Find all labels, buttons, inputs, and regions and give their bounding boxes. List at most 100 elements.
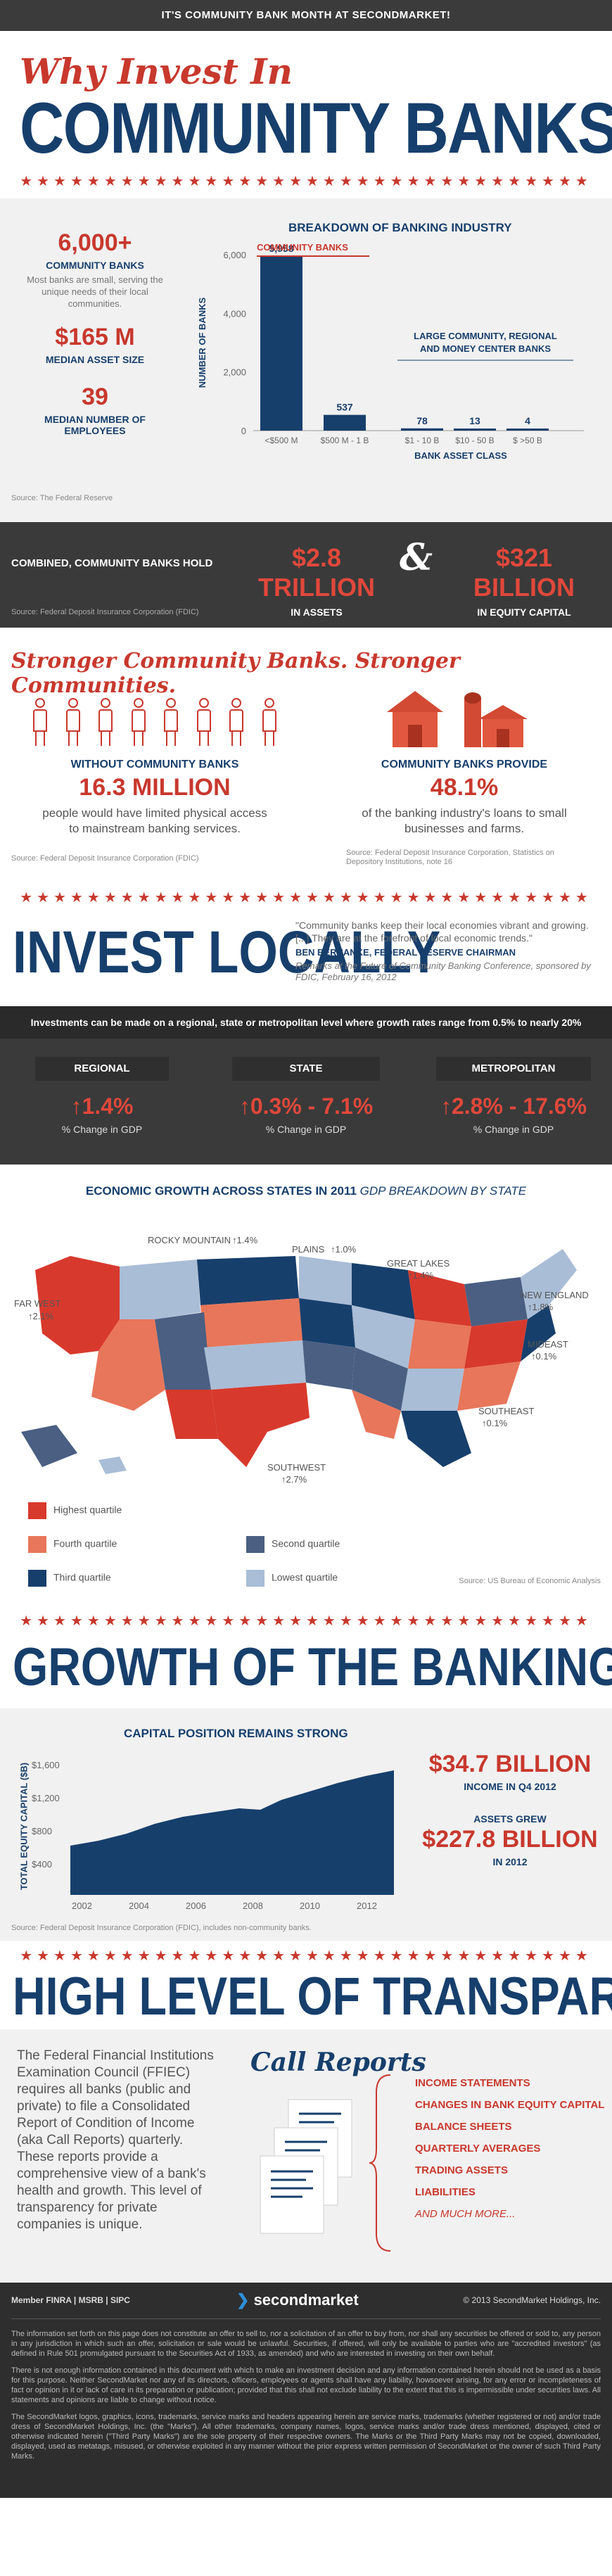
growth-header: GROWTH OF THE BANKING INDUSTRY: [0, 1631, 612, 1708]
us-map: ROCKY MOUNTAIN ↑1.4% PLAINS ↑1.0% GREAT …: [14, 1235, 589, 1485]
hero-subtitle: Why Invest In: [20, 51, 293, 92]
call-item-liabilities: LIABILITIES: [415, 2186, 476, 2198]
transparency-body: The Federal Financial Institutions Exami…: [17, 2048, 214, 2232]
bar: [401, 428, 443, 431]
bar-value-label: 4: [525, 415, 530, 426]
call-item-more: AND MUCH MORE...: [415, 2208, 516, 2220]
growth-source: Source: Federal Deposit Insurance Corpor…: [11, 1924, 312, 1932]
combined-assets-label: IN ASSETS: [291, 607, 343, 618]
map-source: Source: US Bureau of Economic Analysis: [459, 1577, 601, 1585]
region-southwest-val: ↑2.7%: [281, 1474, 307, 1485]
gdp-section: Investments can be made on a regional, s…: [0, 1006, 612, 1165]
bracket-line: [369, 2074, 391, 2252]
map-subtitle: GDP BREAKDOWN BY STATE: [359, 1184, 527, 1198]
region-new-england-val: ↑1.8%: [528, 1302, 554, 1312]
without-desc: people would have limited physical acces…: [42, 806, 267, 835]
gdp-regional-caption: % Change in GDP: [61, 1124, 143, 1135]
y-tick-label: 0: [241, 426, 246, 436]
svg-text:$1,200: $1,200: [32, 1793, 60, 1803]
footer-logo[interactable]: ❯ secondmarket: [236, 2291, 359, 2309]
region-far-west: FAR WEST: [14, 1298, 61, 1309]
svg-text:2004: 2004: [129, 1901, 149, 1911]
region-mideast: MIDEAST: [528, 1339, 568, 1350]
person-icon: [227, 698, 246, 747]
growth-section: CAPITAL POSITION REMAINS STRONG TOTAL EQ…: [0, 1708, 612, 1941]
footer-copyright: © 2013 SecondMarket Holdings, Inc.: [463, 2295, 601, 2305]
gdp-metro-value: ↑2.8% - 17.6%: [440, 1093, 587, 1119]
x-tick-label: $1 - 10 B: [405, 436, 440, 445]
invest-title: INVEST LOCALLY: [13, 919, 441, 985]
stars-divider: ★★★★★★★★★★★★★★★★★★★★★★★★★★★★★★★★★★: [20, 890, 592, 906]
bar-value-label: 13: [469, 415, 480, 426]
y-tick-label: 4,000: [223, 308, 246, 319]
region-great-lakes: GREAT LAKES: [387, 1258, 450, 1269]
gdp-metro: METROPOLITAN ↑2.8% - 17.6% % Change in G…: [436, 1057, 591, 1135]
bar-value-label: 5,958: [269, 243, 293, 254]
region-rocky-mountain-val: ↑1.4%: [232, 1235, 258, 1245]
svg-text:$400: $400: [32, 1859, 52, 1870]
svg-text:2010: 2010: [300, 1901, 320, 1911]
x-tick-label: $500 M - 1 B: [321, 436, 369, 445]
documents-icon: [260, 2099, 352, 2234]
growth-chart: $1,600 $1,200 $800 $400 2002 2004 2006 2…: [32, 1760, 394, 1911]
combined-assets: $2.8 TRILLION: [258, 543, 375, 602]
region-southeast-val: ↑0.1%: [482, 1418, 508, 1428]
x-tick-label: $10 - 50 B: [455, 436, 494, 445]
footer-disclaimer-1: The information set forth on this page d…: [11, 2330, 601, 2358]
gdp-state: STATE ↑0.3% - 7.1% % Change in GDP: [232, 1057, 380, 1135]
gdp-state-caption: % Change in GDP: [265, 1124, 347, 1135]
growth-stat2: $227.8 BILLION: [422, 1826, 598, 1853]
hero-title: COMMUNITY BANKS?: [20, 88, 612, 168]
person-icon: [96, 698, 115, 747]
call-reports-list: INCOME STATEMENTS CHANGES IN BANK EQUITY…: [415, 2077, 604, 2230]
growth-stat2-label: IN 2012: [492, 1856, 528, 1867]
bar: [324, 414, 366, 431]
gdp-metro-caption: % Change in GDP: [473, 1124, 554, 1135]
gdp-state-value: ↑0.3% - 7.1%: [238, 1093, 374, 1119]
combined-section: COMBINED, COMMUNITY BANKS HOLD $2.8 TRIL…: [0, 522, 612, 628]
growth-stat2-pre: ASSETS GREW: [473, 1813, 547, 1825]
x-tick-label: $ >50 B: [513, 436, 542, 445]
legend-lowest: Lowest quartile: [246, 1570, 338, 1587]
call-item-equity: CHANGES IN BANK EQUITY CAPITAL: [415, 2099, 605, 2111]
bank-count-desc: Most banks are small, serving the unique…: [27, 274, 163, 309]
call-item-trading: TRADING ASSETS: [415, 2164, 508, 2176]
call-item-balance: BALANCE SHEETS: [415, 2121, 512, 2133]
bank-count-label: COMMUNITY BANKS: [46, 260, 144, 271]
provide-desc: of the banking industry's loans to small…: [362, 806, 567, 835]
provide-head: COMMUNITY BANKS PROVIDE: [381, 759, 548, 770]
bank-count: 6,000+: [58, 229, 132, 256]
region-far-west-val: ↑2.1%: [28, 1311, 54, 1321]
svg-text:2002: 2002: [72, 1901, 92, 1911]
median-employees-label: MEDIAN NUMBER OF EMPLOYEES: [44, 414, 146, 436]
invest-remarks: Remarks at the Future of Community Banki…: [295, 960, 591, 982]
growth-stat1-label: INCOME IN Q4 2012: [464, 1781, 556, 1792]
footer: Member FINRA | MSRB | SIPC ❯ secondmarke…: [0, 2283, 612, 2498]
person-icon: [63, 698, 83, 747]
provide-source: Source: Federal Deposit Insurance Corpor…: [346, 849, 554, 866]
legend-fourth: Fourth quartile: [28, 1536, 117, 1553]
large-banks-annotation: LARGE COMMUNITY, REGIONAL: [414, 331, 557, 341]
footer-disclaimer-2: There is not enough information containe…: [11, 2366, 601, 2404]
person-icon: [161, 698, 181, 747]
transparency-title: HIGH LEVEL OF TRANSPARENCY: [13, 1967, 612, 2026]
chart-title: BREAKDOWN OF BANKING INDUSTRY: [288, 221, 512, 234]
region-southwest: SOUTHWEST: [267, 1462, 326, 1473]
x-axis-label: BANK ASSET CLASS: [414, 450, 507, 461]
call-item-averages: QUARTERLY AVERAGES: [415, 2143, 541, 2155]
region-mideast-val: ↑0.1%: [531, 1351, 557, 1362]
breakdown-source: Source: The Federal Reserve: [11, 494, 113, 502]
stronger-section: Stronger Community Banks. Stronger Commu…: [0, 628, 612, 888]
stronger-title: Stronger Community Banks. Stronger Commu…: [11, 649, 460, 698]
svg-text:2008: 2008: [243, 1901, 263, 1911]
bar: [454, 429, 496, 431]
without-big: 16.3 MILLION: [79, 774, 231, 801]
bar: [260, 255, 302, 431]
stars-divider: ★★★★★★★★★★★★★★★★★★★★★★★★★★★★★★★★★★: [20, 1613, 592, 1629]
bar-value-label: 537: [336, 402, 353, 413]
gdp-regional: REGIONAL ↑1.4% % Change in GDP: [35, 1057, 169, 1135]
stars-divider: ★★★★★★★★★★★★★★★★★★★★★★★★★★★★★★★★★★: [20, 174, 592, 189]
legend-third: Third quartile: [28, 1570, 111, 1587]
svg-text:2012: 2012: [357, 1901, 377, 1911]
